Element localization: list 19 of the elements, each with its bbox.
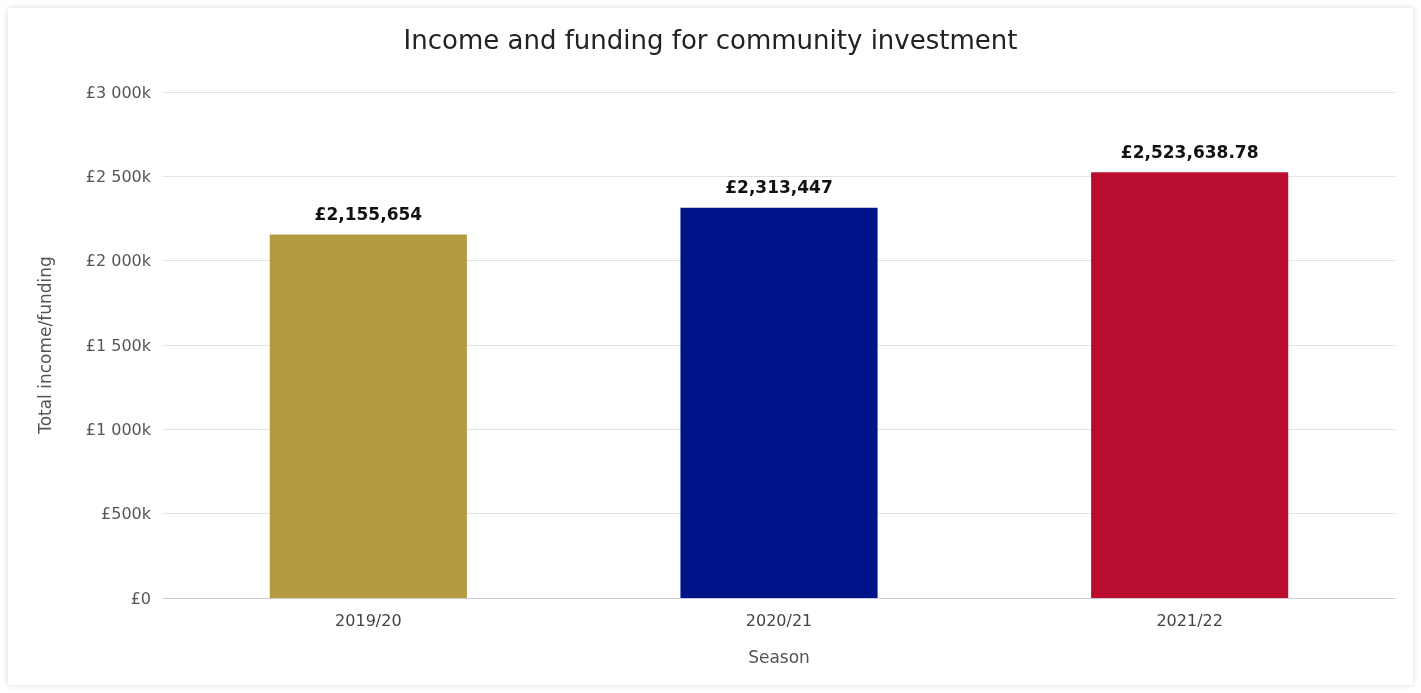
y-tick-label: £500k [101,504,152,524]
y-tick-label: £0 [130,588,151,608]
y-tick-label: £2 500k [85,166,152,186]
data-label: £2,313,447 [725,177,833,198]
data-label: £2,155,654 [314,203,423,224]
bar [269,234,467,598]
data-label: £2,523,638.78 [1120,141,1259,162]
x-tick-label: 2020/21 [745,610,813,630]
y-tick-label: £2 000k [85,251,152,271]
y-tick-label: £1 000k [85,419,152,439]
y-tick-label: £1 500k [85,335,152,355]
x-axis-title: Season [748,646,810,667]
bar [680,207,878,598]
bar [1091,172,1289,598]
chart-title: Income and funding for community investment [403,25,1018,55]
y-tick-label: £3 000k [85,82,152,102]
x-tick-label: 2021/22 [1156,610,1223,630]
y-axis-title: Total income/funding [34,256,55,435]
x-tick-label: 2019/20 [335,610,402,630]
